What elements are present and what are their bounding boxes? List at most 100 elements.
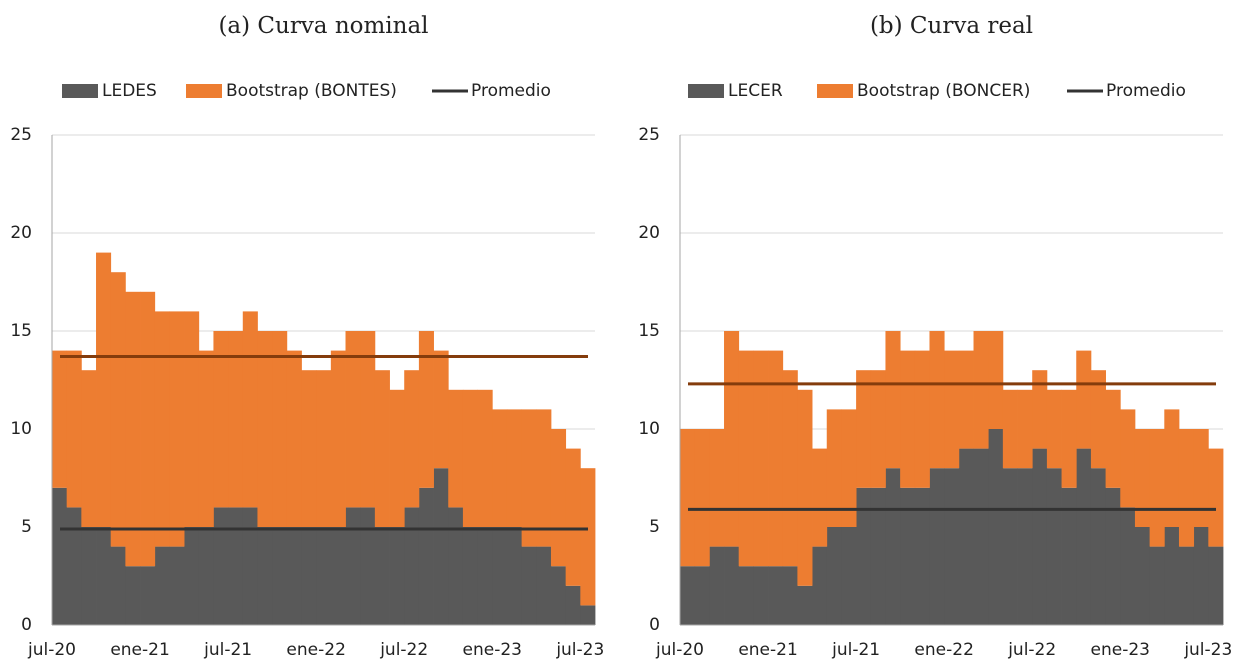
bar-segment xyxy=(1090,468,1106,625)
x-tick-label: ene-23 xyxy=(1091,640,1150,660)
bar-segment xyxy=(841,527,857,625)
bar-segment xyxy=(140,566,156,625)
bar-segment xyxy=(345,507,361,625)
bar-segment xyxy=(389,389,405,527)
bar-segment xyxy=(709,546,725,625)
bar-segment xyxy=(580,468,596,606)
bar-segment xyxy=(1061,487,1077,625)
bar-segment xyxy=(272,527,288,625)
bar-segment xyxy=(988,429,1004,625)
bar-segment xyxy=(1178,546,1195,625)
x-tick-label: ene-21 xyxy=(110,640,169,660)
y-tick-label: 25 xyxy=(10,125,32,145)
y-tick-label: 0 xyxy=(21,615,32,635)
y-tick-label: 15 xyxy=(638,321,660,341)
bar-segment xyxy=(841,409,857,527)
bar-segment xyxy=(1208,448,1224,547)
bar-segment xyxy=(521,409,537,547)
bar-segment xyxy=(782,370,798,567)
bar-segment xyxy=(709,429,725,547)
bar-segment xyxy=(1105,389,1121,488)
bar-segment xyxy=(96,527,112,625)
bar-segment xyxy=(96,252,112,527)
bar-segment xyxy=(125,291,141,567)
bar-segment xyxy=(418,487,434,625)
bar-segment xyxy=(536,409,552,547)
bar-segment xyxy=(738,350,754,567)
legend-label: LECER xyxy=(728,81,783,101)
bar-segment xyxy=(826,527,842,625)
bar-segment xyxy=(797,585,813,625)
bar-segment xyxy=(198,350,214,527)
bar-segment xyxy=(1017,468,1033,625)
bar-segment xyxy=(550,566,567,625)
bar-segment xyxy=(477,389,493,527)
bar-segment xyxy=(169,546,185,625)
bar-segment xyxy=(257,527,273,625)
bar-segment xyxy=(753,566,769,625)
chart-title: (a) Curva nominal xyxy=(218,13,428,39)
bar-segment xyxy=(1164,527,1180,625)
chart-title: (b) Curva real xyxy=(870,13,1033,39)
bar-segment xyxy=(228,331,244,508)
bar-segment xyxy=(870,370,886,488)
bar-segment xyxy=(694,429,710,567)
y-tick-label: 20 xyxy=(638,223,660,243)
bar-segment xyxy=(768,566,784,625)
bar-segment xyxy=(81,370,97,527)
bar-segment xyxy=(565,448,581,586)
bar-segment xyxy=(521,546,537,625)
bar-segment xyxy=(914,350,930,488)
bar-segment xyxy=(1017,389,1033,469)
bar-segment xyxy=(856,370,872,488)
y-tick-label: 15 xyxy=(10,321,32,341)
bar-segment xyxy=(1208,546,1224,625)
bar-segment xyxy=(272,331,288,527)
y-tick-label: 0 xyxy=(649,615,660,635)
bar-segment xyxy=(286,350,302,527)
bar-segment xyxy=(929,331,945,469)
bar-segment xyxy=(988,331,1004,429)
bar-segment xyxy=(1149,546,1165,625)
bar-segment xyxy=(1134,429,1151,527)
bar-segment xyxy=(154,311,170,547)
x-tick-label: ene-22 xyxy=(914,640,973,660)
bar-segment xyxy=(448,389,464,508)
bar-segment xyxy=(316,370,332,527)
legend-label: LEDES xyxy=(102,81,157,101)
bar-segment xyxy=(198,527,214,625)
bar-segment xyxy=(550,429,567,567)
bar-segment xyxy=(1076,350,1092,449)
bar-segment xyxy=(738,566,754,625)
bar-segment xyxy=(506,527,523,625)
bar-segment xyxy=(213,331,229,508)
legend-swatch xyxy=(186,84,222,98)
bar-segment xyxy=(228,507,244,625)
bar-segment xyxy=(81,527,97,625)
x-tick-label: ene-22 xyxy=(286,640,345,660)
bar-segment xyxy=(580,605,596,625)
bar-segment xyxy=(477,527,493,625)
legend-swatch xyxy=(688,84,724,98)
bar-segment xyxy=(1164,409,1180,527)
bar-segment xyxy=(565,585,581,625)
bar-segment xyxy=(958,350,974,449)
bar-segment xyxy=(242,507,258,625)
bar-segment xyxy=(316,527,332,625)
bar-segment xyxy=(768,350,784,567)
bar-segment xyxy=(536,546,552,625)
bar-segment xyxy=(826,409,842,527)
x-tick-label: jul-21 xyxy=(831,640,880,660)
x-tick-label: jul-22 xyxy=(379,640,428,660)
bar-segment xyxy=(812,448,828,547)
bar-segment xyxy=(433,468,449,625)
x-tick-label: jul-20 xyxy=(655,640,704,660)
legend-label: Bootstrap (BONCER) xyxy=(857,81,1030,101)
bar-segment xyxy=(433,350,449,469)
bar-segment xyxy=(345,331,361,508)
bar-segment xyxy=(389,527,405,625)
bar-segment xyxy=(404,370,420,508)
x-tick-label: jul-23 xyxy=(1183,640,1232,660)
bar-segment xyxy=(66,350,82,508)
bar-segment xyxy=(301,370,317,527)
